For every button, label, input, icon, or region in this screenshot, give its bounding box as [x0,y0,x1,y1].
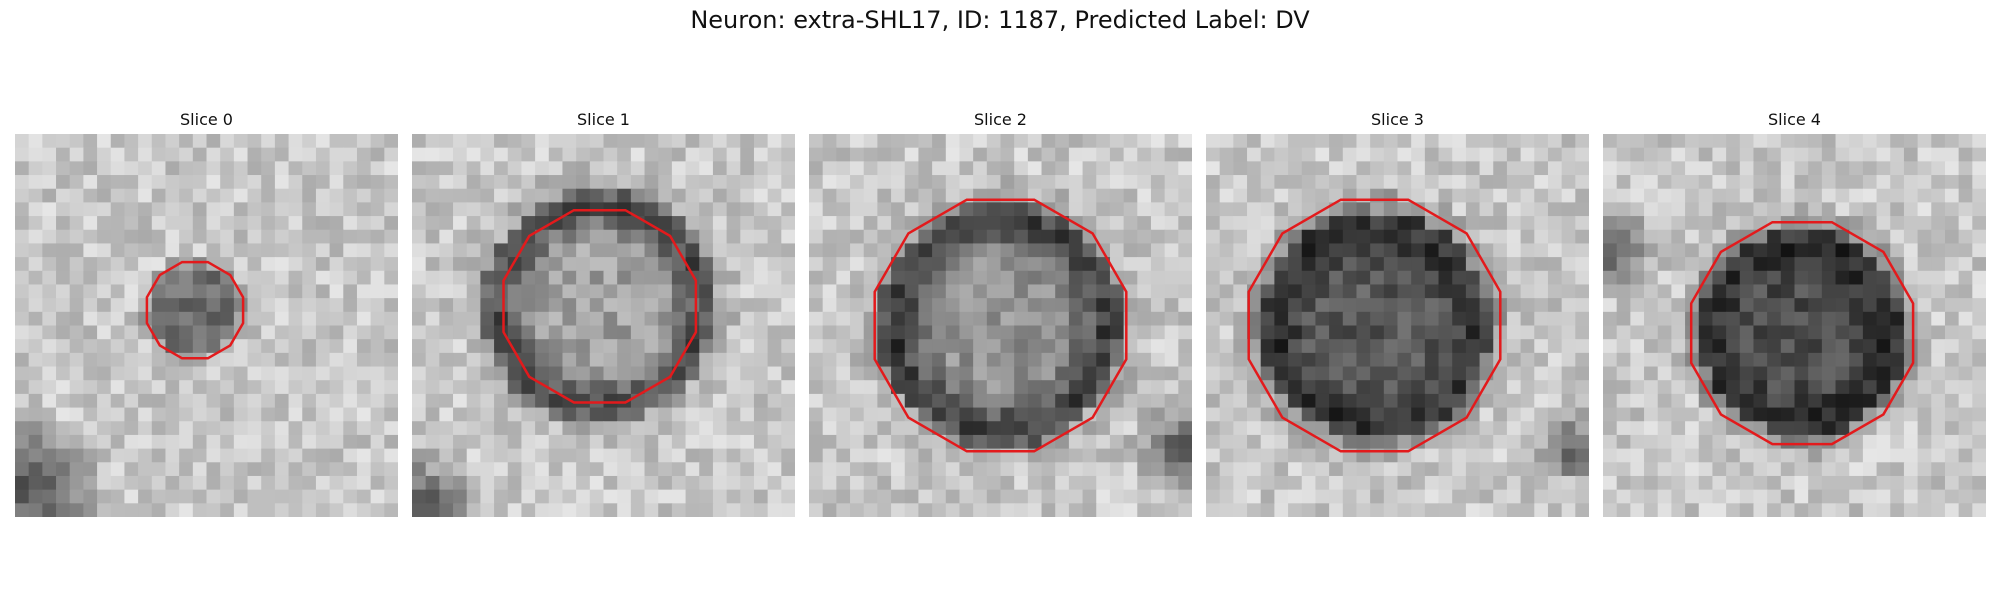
neuron-outline [145,260,245,360]
neuron-outline [873,198,1128,453]
slice-title: Slice 2 [974,110,1027,129]
figure-title: Neuron: extra-SHL17, ID: 1187, Predicted… [690,6,1310,34]
slice-title: Slice 1 [577,110,630,129]
slice-title: Slice 4 [1768,110,1821,129]
slice-image-3 [1206,134,1589,517]
neuron-outline [1689,220,1915,446]
neuron-outline [502,208,698,404]
neuron-outline [1247,198,1502,453]
slice-title: Slice 3 [1371,110,1424,129]
slice-image-0 [15,134,398,517]
slice-panel-1: Slice 1 [412,110,795,517]
slice-panel-0: Slice 0 [15,110,398,517]
slice-panel-2: Slice 2 [809,110,1192,517]
slice-panel-3: Slice 3 [1206,110,1589,517]
slice-panel-4: Slice 4 [1603,110,1986,517]
slice-image-1 [412,134,795,517]
slice-title: Slice 0 [180,110,233,129]
slice-image-2 [809,134,1192,517]
slice-image-4 [1603,134,1986,517]
